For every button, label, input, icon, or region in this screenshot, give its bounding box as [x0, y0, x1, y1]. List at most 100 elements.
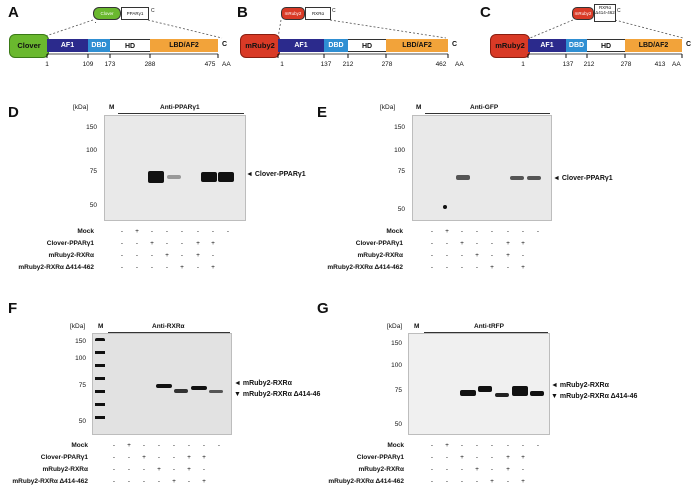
lane-mark-d-2-0: - — [120, 252, 124, 259]
band-f-3 — [191, 386, 207, 390]
aa-label-c: AA — [672, 61, 681, 68]
lane-mark-e-2-3: + — [475, 252, 479, 259]
lane-mark-g-3-3: - — [475, 478, 479, 485]
lane-mark-d-3-4: + — [180, 264, 184, 271]
antibody-line-g — [424, 332, 548, 333]
lane-mark-d-2-1: - — [135, 252, 139, 259]
lane-mark-f-2-3: + — [157, 466, 161, 473]
lane-mark-e-1-5: + — [506, 240, 510, 247]
lane-mark-e-2-4: - — [490, 252, 494, 259]
lane-mark-d-0-3: - — [165, 228, 169, 235]
lane-mark-g-2-6: - — [521, 466, 525, 473]
panel-label-e: E — [317, 104, 328, 121]
lane-mark-d-2-4: - — [180, 252, 184, 259]
mini-protein-b: RXRα — [305, 7, 331, 20]
panel-label-c: C — [480, 4, 491, 21]
band-e-1 — [456, 175, 470, 180]
ladder-f — [95, 338, 105, 428]
lane-mark-f-1-0: - — [112, 454, 116, 461]
arrow-label-f-1: ◄ mRuby2-RXRα — [234, 380, 292, 387]
marker-label-g: M — [414, 323, 420, 330]
lane-mark-d-3-3: - — [165, 264, 169, 271]
lane-mark-f-3-1: - — [127, 478, 131, 485]
lane-mark-e-2-1: - — [445, 252, 449, 259]
lane-mark-g-1-0: - — [430, 454, 434, 461]
blot-g — [408, 333, 550, 435]
lane-mark-f-0-7: - — [217, 442, 221, 449]
row-label-e-0: Mock — [386, 228, 403, 235]
lane-mark-e-0-6: - — [521, 228, 525, 235]
lane-mark-g-3-5: - — [506, 478, 510, 485]
lane-mark-g-2-1: - — [445, 466, 449, 473]
mw-g-75: 75 — [394, 387, 402, 394]
mw-e-75: 75 — [397, 168, 405, 175]
arrow-label-d: ◄ Clover-PPARγ1 — [246, 171, 306, 178]
domain-dbd-b: DBD — [324, 39, 348, 52]
mw-e-100: 100 — [394, 147, 405, 154]
domain-dbd-c: DBD — [566, 39, 587, 52]
mw-g-150: 150 — [391, 340, 402, 347]
lane-mark-g-1-4: - — [490, 454, 494, 461]
lane-mark-d-0-4: - — [180, 228, 184, 235]
band-d-4 — [218, 172, 234, 182]
lane-mark-f-1-5: + — [187, 454, 191, 461]
lane-mark-e-2-6: - — [521, 252, 525, 259]
lane-mark-g-0-6: - — [521, 442, 525, 449]
lane-mark-g-3-2: - — [460, 478, 464, 485]
mw-e-150: 150 — [394, 124, 405, 131]
tick-c-4: 278 — [620, 61, 632, 68]
row-label-e-2: mRuby2-RXRα — [357, 252, 403, 259]
lane-mark-g-0-1: + — [445, 442, 449, 449]
mw-d-50: 50 — [89, 202, 97, 209]
mw-d-100: 100 — [86, 147, 97, 154]
lane-mark-d-2-3: + — [165, 252, 169, 259]
lane-mark-g-0-3: - — [475, 442, 479, 449]
mw-g-100: 100 — [391, 362, 402, 369]
antibody-line-f — [108, 332, 230, 333]
lane-mark-e-1-2: + — [460, 240, 464, 247]
panel-label-d: D — [8, 104, 19, 121]
band-d-1 — [148, 171, 164, 183]
mw-d-150: 150 — [86, 124, 97, 131]
lane-mark-g-3-4: + — [490, 478, 494, 485]
domain-af1-c: AF1 — [528, 39, 566, 52]
blot-e — [412, 115, 552, 221]
panel-label-f: F — [8, 300, 18, 317]
lane-mark-e-3-1: - — [445, 264, 449, 271]
zoom-lines-a — [39, 19, 684, 39]
lane-mark-d-0-7: - — [226, 228, 230, 235]
lane-mark-e-2-5: + — [506, 252, 510, 259]
panel-label-g: G — [317, 300, 329, 317]
zoom-line-a-left — [95, 22, 96, 23]
tick-b-5: 462 — [435, 61, 447, 68]
tick-b-3: 212 — [342, 61, 354, 68]
lane-mark-e-0-5: - — [506, 228, 510, 235]
lane-mark-e-3-0: - — [430, 264, 434, 271]
domain-hd-c: HD — [587, 39, 625, 52]
domain-lbd-a: LBD/AF2 — [150, 39, 218, 52]
lane-mark-f-3-2: - — [142, 478, 146, 485]
lane-mark-f-2-1: - — [127, 466, 131, 473]
band-g-4 — [512, 386, 528, 396]
lane-mark-d-1-4: - — [180, 240, 184, 247]
lane-mark-f-0-4: - — [172, 442, 176, 449]
lane-mark-d-0-5: - — [196, 228, 200, 235]
scale-c — [527, 53, 683, 58]
mini-construct-b: mRuby2 RXRα C — [281, 6, 351, 20]
antibody-d: Anti-PPARγ1 — [160, 104, 200, 111]
mruby2-tag-c: mRuby2 — [490, 34, 530, 58]
lane-mark-g-2-2: - — [460, 466, 464, 473]
mini-c: C — [151, 8, 155, 14]
lane-mark-e-2-2: - — [460, 252, 464, 259]
mini-c-c: C — [617, 8, 621, 14]
tick-c-3: 212 — [583, 61, 595, 68]
lane-mark-f-1-2: + — [142, 454, 146, 461]
domain-af1-a: AF1 — [47, 39, 88, 52]
row-label-g-0: Mock — [387, 442, 404, 449]
mw-f-150: 150 — [75, 338, 86, 345]
lane-mark-f-1-4: - — [172, 454, 176, 461]
band-d-2 — [167, 175, 181, 179]
marker-label-e: M — [416, 104, 422, 111]
mw-e-50: 50 — [397, 206, 405, 213]
lane-mark-g-2-0: - — [430, 466, 434, 473]
